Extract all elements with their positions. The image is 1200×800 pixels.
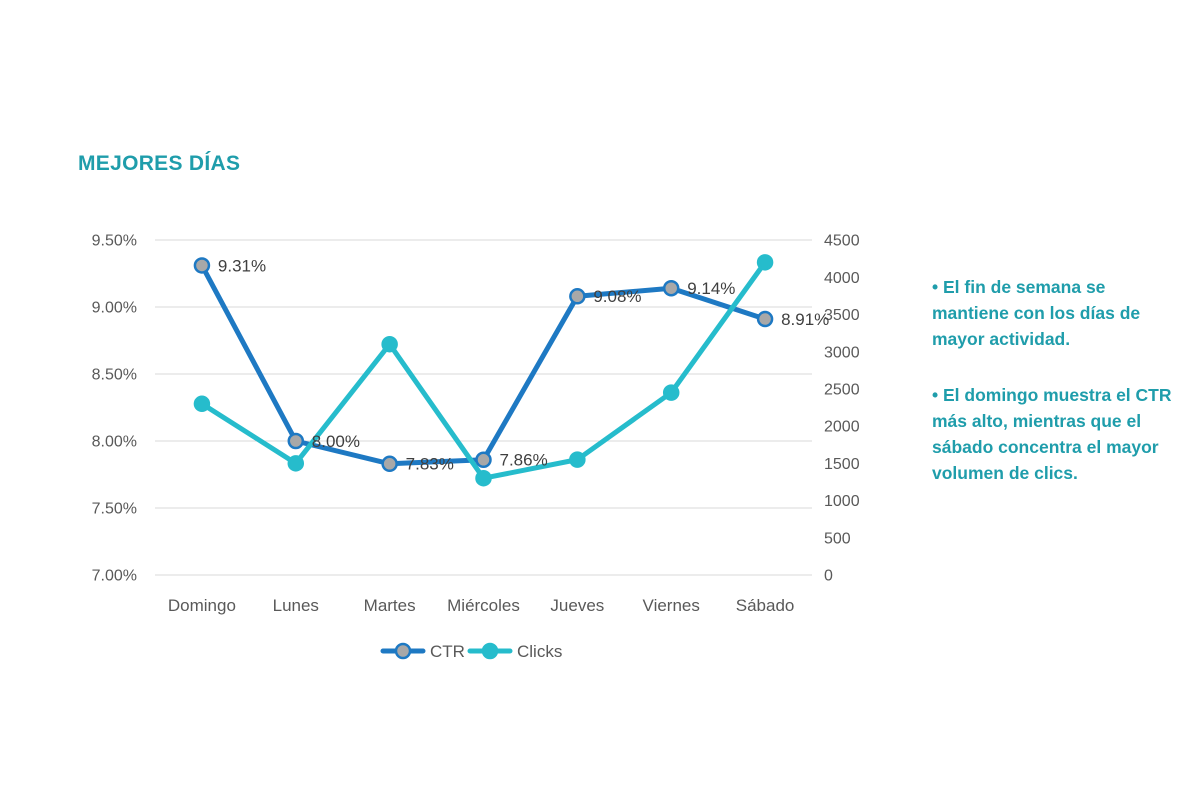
clicks-line [199, 259, 768, 481]
left-axis-tick: 9.50% [92, 233, 137, 250]
chart-title: MEJORES DÍAS [78, 152, 241, 175]
ctr-point-domingo [193, 257, 211, 274]
x-axis-label-lunes: Lunes [273, 596, 319, 615]
left-axis-tick: 7.00% [92, 568, 137, 585]
clicks-point-viernes [662, 384, 680, 401]
right-axis-tick: 1500 [824, 456, 860, 473]
ctr-data-label-miércoles: 7.86% [500, 451, 548, 470]
ctr-point-jueves [569, 288, 586, 305]
clicks-point-lunes [287, 455, 305, 472]
right-axis-tick: 1000 [824, 493, 860, 510]
legend-item-clicks: Clicks [467, 642, 562, 661]
x-axis-label-viernes: Viernes [643, 596, 700, 615]
x-axis-label-miércoles: Miércoles [447, 596, 520, 615]
clicks-point-martes [381, 335, 398, 353]
ctr-point-viernes [662, 279, 680, 297]
ctr-data-label-lunes: 8.00% [312, 432, 360, 451]
ctr-point-miércoles [475, 451, 492, 469]
x-axis-label-domingo: Domingo [168, 596, 236, 615]
clicks-point-domingo [193, 395, 211, 413]
left-axis-tick: 9.00% [92, 300, 137, 317]
ctr-point-martes [381, 455, 398, 473]
legend-marker [394, 642, 412, 660]
left-axis-tick: 8.50% [92, 367, 137, 384]
x-axis-label-jueves: Jueves [550, 596, 604, 615]
ctr-point-sábado [756, 310, 774, 328]
legend-label: CTR [430, 642, 465, 661]
right-axis-tick: 3500 [824, 307, 860, 324]
ctr-data-label-domingo: 9.31% [218, 256, 266, 275]
x-axis-label-martes: Martes [364, 596, 416, 615]
legend-item-ctr: CTR [380, 642, 465, 661]
annotation-paragraph-2: • El domingo muestra el CTR más alto, mi… [932, 385, 1172, 483]
right-axis-tick: 2000 [824, 419, 860, 436]
x-axis-label-sábado: Sábado [736, 596, 795, 615]
right-axis-tick: 500 [824, 530, 851, 547]
annotation-paragraph-1: • El fin de semana se mantiene con los d… [932, 277, 1141, 349]
left-axis-tick: 7.50% [92, 501, 137, 518]
ctr-data-label-jueves: 9.08% [593, 287, 641, 306]
legend-label: Clicks [517, 642, 562, 661]
right-axis-tick: 0 [824, 568, 833, 585]
left-axis-tick: 8.00% [92, 434, 137, 451]
ctr-data-label-sábado: 8.91% [781, 310, 829, 329]
right-axis-tick: 4500 [824, 233, 860, 250]
ctr-data-label-martes: 7.83% [406, 455, 454, 474]
insights-panel: • El fin de semana se mantiene con los d… [932, 274, 1172, 516]
right-axis-tick: 3000 [824, 344, 860, 361]
legend-marker [481, 642, 499, 660]
clicks-point-jueves [569, 451, 586, 468]
ctr-line [199, 262, 768, 467]
clicks-point-miércoles [475, 469, 492, 487]
right-axis-tick: 4000 [824, 270, 860, 287]
right-axis-tick: 2500 [824, 381, 860, 398]
clicks-point-sábado [756, 254, 774, 271]
ctr-point-lunes [287, 432, 305, 450]
ctr-data-label-viernes: 9.14% [687, 279, 735, 298]
